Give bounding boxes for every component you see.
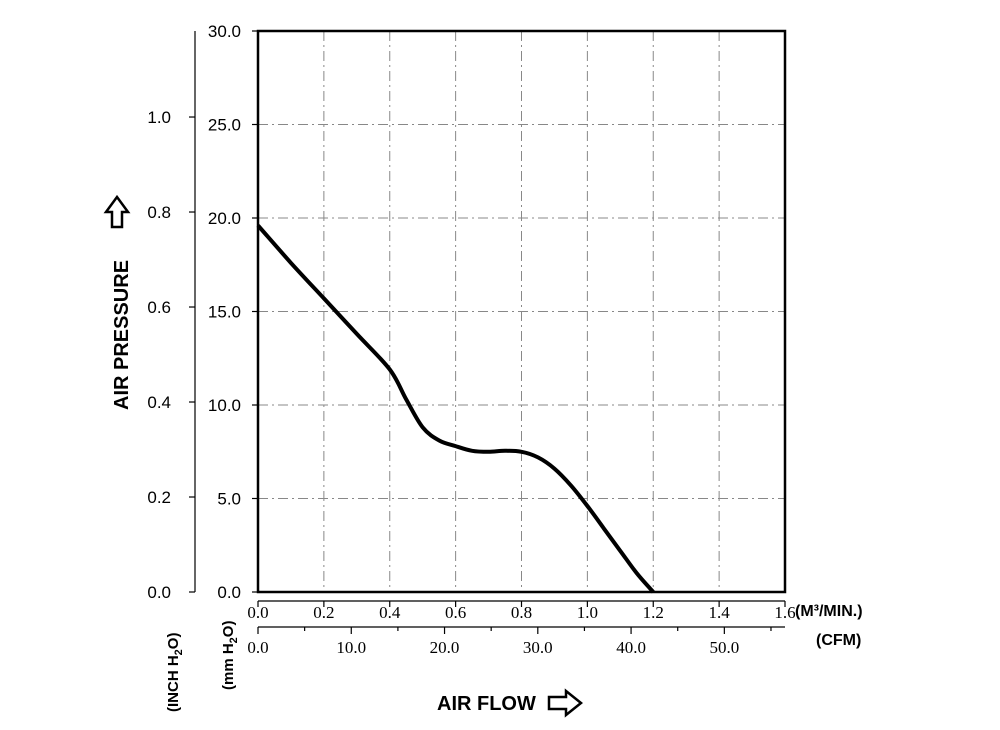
x-secondary-tick-label: 20.0 <box>430 638 460 657</box>
y-mm-tick-label: 25.0 <box>208 116 241 135</box>
y-inch-tick-label: 0.0 <box>147 583 171 602</box>
x-secondary-tick-label: 50.0 <box>709 638 739 657</box>
y-mm-tick-label: 20.0 <box>208 209 241 228</box>
x-axis-title: AIR FLOW <box>437 693 536 715</box>
grid-lines <box>258 31 785 592</box>
x-secondary-tick-label: 40.0 <box>616 638 646 657</box>
x-secondary-tick-label: 0.0 <box>247 638 268 657</box>
right-arrow-icon <box>547 688 584 718</box>
y-inch-tick-label: 0.4 <box>147 393 171 412</box>
y-unit-inch: (INCH H2O) <box>165 633 185 712</box>
pressure-flow-curve <box>256 224 655 594</box>
y-inch-tick-label: 0.6 <box>147 298 171 317</box>
x-unit-primary: (M³/MIN.) <box>795 603 863 620</box>
x-primary-tick-label: 1.0 <box>577 603 598 622</box>
y-mm-tick-label: 5.0 <box>217 490 241 509</box>
x-secondary-tick-label: 30.0 <box>523 638 553 657</box>
y-axis-title: AIR PRESSURE <box>111 260 133 410</box>
x-primary-tick-label: 1.4 <box>709 603 731 622</box>
y-mm-tick-label: 30.0 <box>208 22 241 41</box>
y-mm-tick-label: 10.0 <box>208 396 241 415</box>
x-primary-tick-label: 1.6 <box>774 603 795 622</box>
x-secondary-tick-label: 10.0 <box>336 638 366 657</box>
y-mm-tick-label: 0.0 <box>217 583 241 602</box>
x-primary-tick-label: 0.6 <box>445 603 466 622</box>
tick-labels: 0.0 0.2 0.4 0.6 0.8 1.0 1.2 1.4 1.6 0.0 10.0 20.0 30… <box>147 22 795 657</box>
x-unit-secondary: (CFM) <box>816 632 861 649</box>
x-primary-tick-label: 0.2 <box>313 603 334 622</box>
y-inch-tick-label: 0.8 <box>147 203 171 222</box>
x-primary-tick-label: 0.0 <box>247 603 268 622</box>
x-primary-tick-label: 0.8 <box>511 603 532 622</box>
x-primary-tick-label: 1.2 <box>643 603 664 622</box>
x-primary-tick-label: 0.4 <box>379 603 401 622</box>
y-mm-tick-label: 15.0 <box>208 303 241 322</box>
y-inch-tick-label: 1.0 <box>147 108 171 127</box>
series-curve-group <box>256 224 655 594</box>
up-arrow-icon <box>103 194 131 229</box>
axes <box>189 29 787 634</box>
y-unit-mm: (mm H2O) <box>220 621 240 690</box>
y-inch-tick-label: 0.2 <box>147 488 171 507</box>
